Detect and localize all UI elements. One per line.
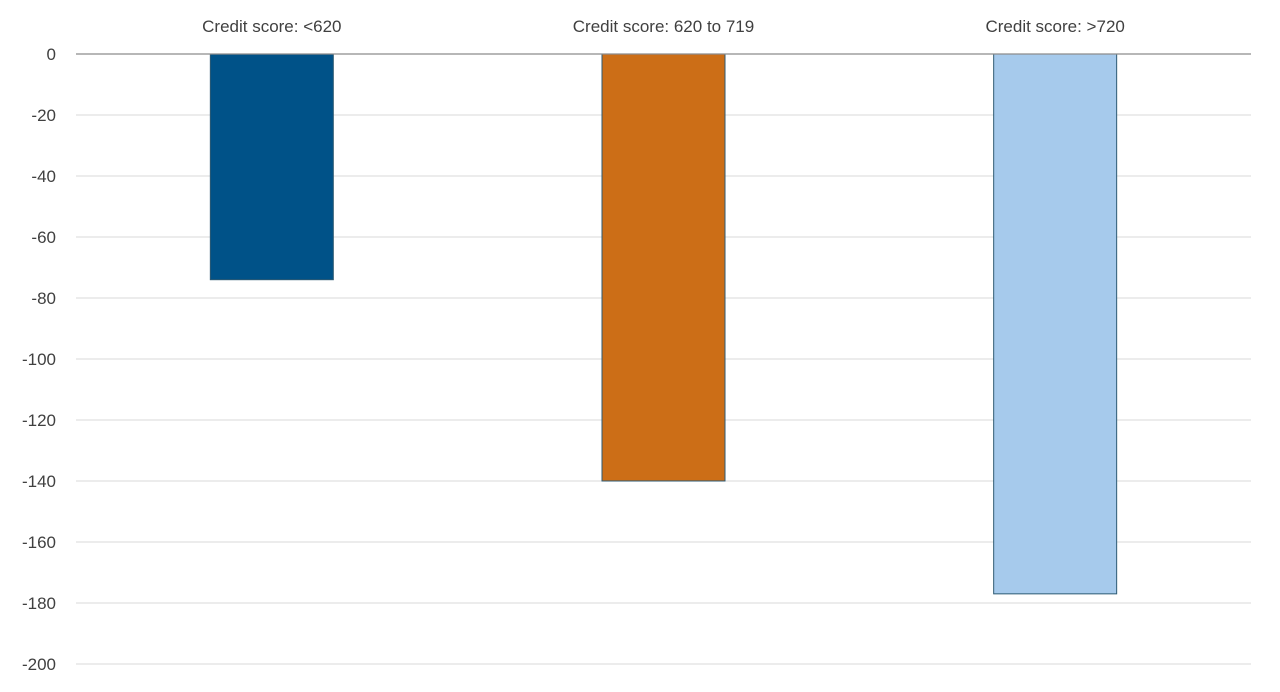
y-tick-label: -60 <box>31 228 56 247</box>
y-tick-label: -180 <box>22 594 56 613</box>
y-tick-label: -100 <box>22 350 56 369</box>
category-label: Credit score: >720 <box>985 17 1124 36</box>
category-label: Credit score: <620 <box>202 17 341 36</box>
y-tick-label: 0 <box>47 45 56 64</box>
y-axis-tick-labels: 0 -20 -40 -60 -80 -100 -120 -140 -160 -180 -200 <box>22 45 56 674</box>
y-tick-label: -80 <box>31 289 56 308</box>
bar <box>209 53 334 281</box>
y-tick-label: -140 <box>22 472 56 491</box>
category-label: Credit score: 620 to 719 <box>573 17 754 36</box>
y-tick-label: -120 <box>22 411 56 430</box>
bar <box>601 53 726 482</box>
y-tick-label: -200 <box>22 655 56 674</box>
bars <box>209 53 1118 595</box>
y-tick-label: -160 <box>22 533 56 552</box>
bar <box>993 53 1118 595</box>
category-labels: Credit score: <620 Credit score: 620 to 7… <box>202 17 1125 36</box>
y-tick-label: -20 <box>31 106 56 125</box>
y-tick-label: -40 <box>31 167 56 186</box>
